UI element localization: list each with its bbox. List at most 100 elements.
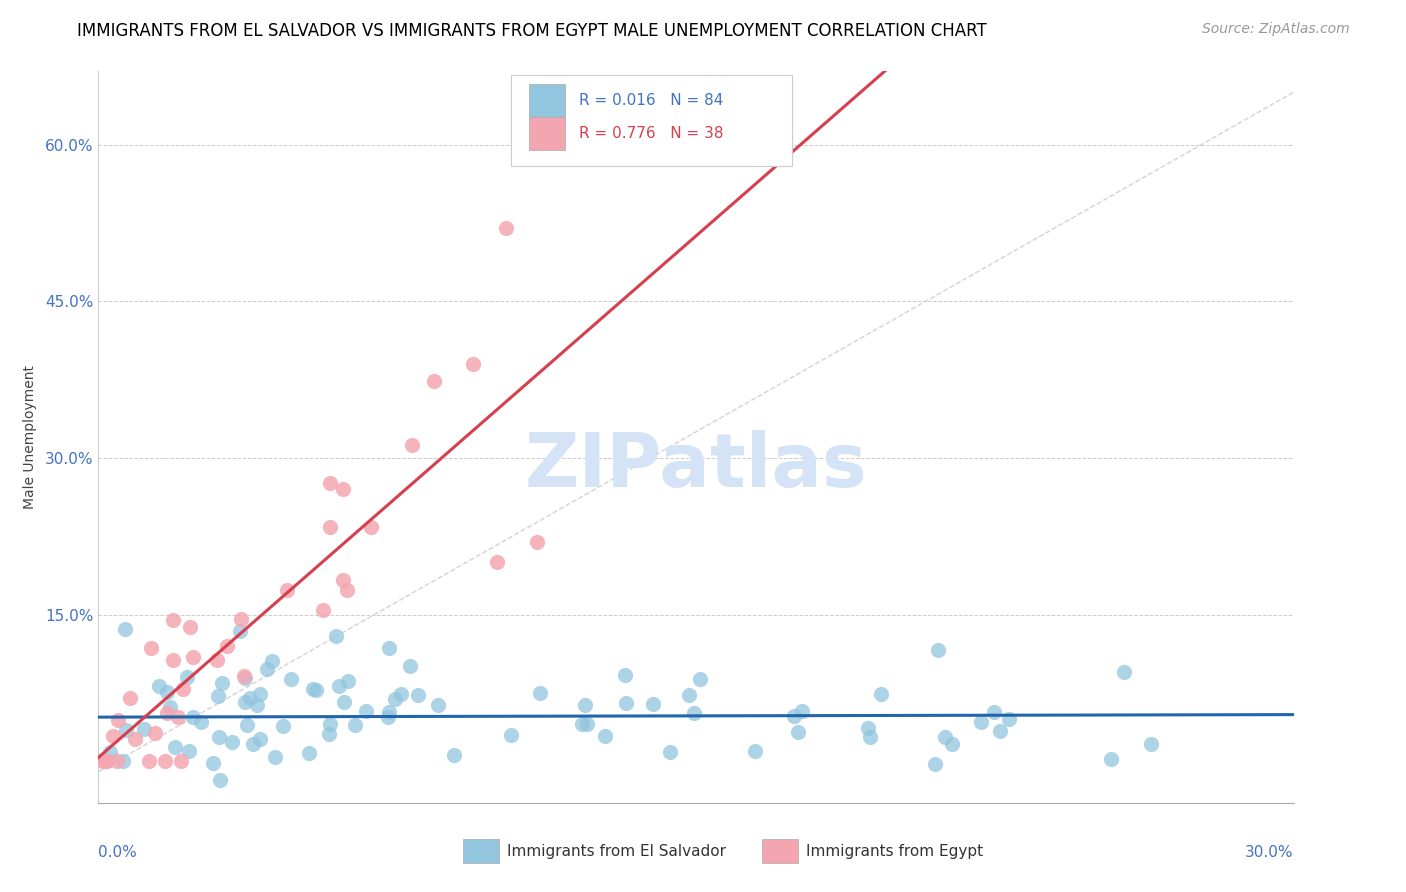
Point [575,717,598,731]
Point [256,662,278,676]
Point [170,754,193,768]
Point [529,686,551,700]
Point [427,698,450,712]
Text: Immigrants from Egypt: Immigrants from Egypt [806,844,983,859]
Point [105,754,128,768]
Point [859,730,882,744]
Point [782,708,804,723]
Point [202,756,225,770]
Point [207,689,229,703]
Point [179,620,201,634]
Point [260,654,283,668]
Point [574,698,596,712]
Point [114,622,136,636]
Point [141,641,163,656]
FancyBboxPatch shape [529,117,565,150]
Point [101,730,124,744]
Point [744,744,766,758]
Text: 30.0%: 30.0% [1246,845,1294,860]
Point [312,603,335,617]
Point [614,696,637,710]
Point [276,582,298,597]
Point [211,676,233,690]
Point [156,685,179,699]
Point [344,718,367,732]
Point [336,673,359,688]
Text: IMMIGRANTS FROM EL SALVADOR VS IMMIGRANTS FROM EGYPT MALE UNEMPLOYMENT CORRELATI: IMMIGRANTS FROM EL SALVADOR VS IMMIGRANT… [77,22,987,40]
Text: Source: ZipAtlas.com: Source: ZipAtlas.com [1202,22,1350,37]
Point [229,612,252,626]
Text: R = 0.776   N = 38: R = 0.776 N = 38 [579,126,723,141]
Point [183,650,205,665]
Point [401,438,423,452]
Point [148,679,170,693]
Point [155,754,177,768]
Point [91,754,114,768]
Point [249,732,271,747]
Point [377,706,399,720]
Point [924,757,946,772]
Point [167,710,190,724]
Point [246,698,269,712]
Point [689,672,711,686]
Point [643,697,665,711]
Point [360,520,382,534]
Point [107,713,129,727]
FancyBboxPatch shape [463,839,499,863]
Point [325,629,347,643]
Point [232,669,254,683]
FancyBboxPatch shape [762,839,797,863]
Point [790,705,813,719]
Point [593,729,616,743]
Point [181,709,204,723]
Point [399,659,422,673]
Point [318,727,340,741]
Text: 0.0%: 0.0% [98,845,138,860]
Point [328,679,350,693]
Point [302,682,325,697]
Point [115,723,138,737]
Point [856,721,879,735]
Point [319,717,342,731]
Point [391,687,413,701]
Point [485,556,508,570]
Text: R = 0.016   N = 84: R = 0.016 N = 84 [579,93,723,108]
Point [332,573,354,587]
Point [983,705,1005,719]
Point [495,221,517,235]
Point [249,687,271,701]
Point [96,754,118,768]
Text: ZIPatlas: ZIPatlas [524,430,868,503]
Point [614,668,637,682]
Point [1114,665,1136,679]
Point [319,520,342,534]
Point [333,695,356,709]
Point [683,706,706,721]
Point [208,773,231,788]
Point [678,688,700,702]
Point [870,687,893,701]
Point [443,747,465,762]
Point [94,754,117,768]
Point [229,624,252,638]
Point [298,746,321,760]
Point [526,534,548,549]
Point [998,712,1021,726]
Text: Immigrants from El Salvador: Immigrants from El Salvador [508,844,725,859]
Point [233,671,256,685]
Point [134,722,156,736]
Point [163,739,186,754]
Point [233,695,256,709]
Point [280,672,302,686]
Point [176,670,198,684]
Point [941,737,963,751]
Point [118,690,141,705]
Point [190,714,212,729]
Point [264,750,287,764]
Point [242,737,264,751]
Point [112,754,135,768]
Point [179,744,201,758]
Point [124,731,146,746]
FancyBboxPatch shape [529,84,565,117]
Point [208,730,231,744]
